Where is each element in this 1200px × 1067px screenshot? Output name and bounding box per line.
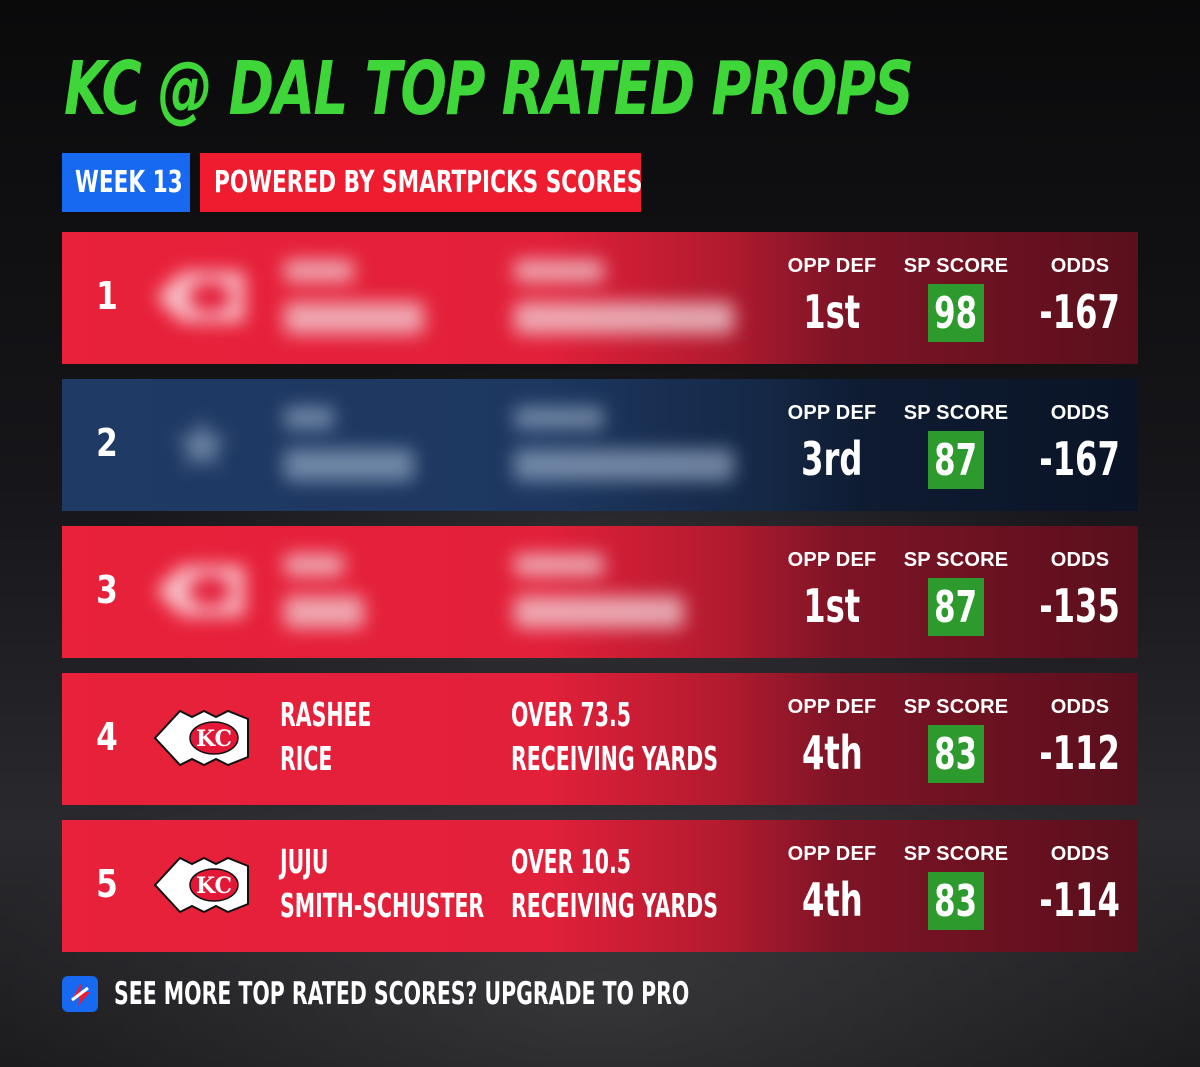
sp-score-badge: 87: [928, 578, 984, 636]
sp-score-header: SP SCORE: [903, 549, 1009, 571]
odds-column: ODDS -114: [1010, 842, 1138, 928]
sp-score-column: SP SCORE 87: [886, 548, 1026, 636]
sp-score-badge: 87: [928, 431, 984, 489]
sp-score-header: SP SCORE: [903, 255, 1009, 277]
odds-header: ODDS: [1050, 696, 1110, 718]
odds-column: ODDS -135: [1010, 548, 1138, 634]
player-last-name: RICE: [280, 739, 333, 778]
opp-def-header: OPP DEF: [787, 402, 877, 424]
odds-column: ODDS -167: [1010, 254, 1138, 340]
opp-def-column: OPP DEF 4th: [762, 695, 902, 781]
sp-score-column: SP SCORE 83: [886, 695, 1026, 783]
prop-row-2: 2 OPP DEF 3rd SP SCORE 87 ODDS -167: [62, 379, 1138, 511]
odds-header: ODDS: [1050, 255, 1110, 277]
prop-description: OVER 10.5 RECEIVING YARDS: [511, 840, 718, 928]
opp-def-column: OPP DEF 1st: [762, 254, 902, 340]
opp-def-value: 1st: [803, 579, 861, 633]
opp-def-value: 1st: [803, 285, 861, 339]
prop-type: RECEIVING YARDS: [511, 739, 718, 778]
opp-def-header: OPP DEF: [787, 255, 877, 277]
sp-score-badge: 83: [928, 872, 984, 930]
player-first-name: JUJU: [280, 842, 329, 881]
opp-def-column: OPP DEF 1st: [762, 548, 902, 634]
prop-line: OVER 73.5: [511, 695, 632, 734]
upgrade-link-text[interactable]: SEE MORE TOP RATED SCORES? UPGRADE TO PR…: [114, 976, 690, 1012]
svg-text:KC: KC: [196, 726, 232, 752]
rank-number: 4: [96, 715, 118, 759]
odds-value: -167: [1039, 432, 1121, 486]
sp-score-header: SP SCORE: [903, 696, 1009, 718]
odds-column: ODDS -112: [1010, 695, 1138, 781]
opp-def-value: 4th: [801, 726, 863, 780]
chiefs-logo-icon: [156, 272, 244, 322]
prop-row-5: 5 KC JUJU SMITH-SCHUSTER OVER 10.5 RECEI…: [62, 820, 1138, 952]
sp-score-column: SP SCORE 83: [886, 842, 1026, 930]
prop-line: OVER 10.5: [511, 842, 632, 881]
odds-value: -135: [1039, 579, 1121, 633]
opp-def-column: OPP DEF 3rd: [762, 401, 902, 487]
player-first-name: RASHEE: [280, 695, 372, 734]
odds-header: ODDS: [1050, 549, 1110, 571]
odds-value: -167: [1039, 285, 1121, 339]
rank-number: 2: [96, 421, 118, 465]
player-name: JUJU SMITH-SCHUSTER: [280, 840, 484, 928]
player-name: RASHEE RICE: [280, 693, 371, 781]
odds-value: -112: [1039, 726, 1121, 780]
opp-def-value: 4th: [801, 873, 863, 927]
odds-column: ODDS -167: [1010, 401, 1138, 487]
opp-def-header: OPP DEF: [787, 843, 877, 865]
player-last-name: SMITH-SCHUSTER: [280, 886, 485, 925]
chiefs-logo-icon: KC: [153, 709, 249, 767]
chiefs-logo-icon: [156, 566, 244, 616]
opp-def-value: 3rd: [801, 432, 863, 486]
sp-score-badge: 83: [928, 725, 984, 783]
week-badge: WEEK 13: [62, 153, 190, 212]
svg-text:KC: KC: [196, 873, 232, 899]
opp-def-header: OPP DEF: [787, 549, 877, 571]
odds-header: ODDS: [1050, 402, 1110, 424]
prop-row-3: 3 OPP DEF 1st SP SCORE 87 ODDS -135: [62, 526, 1138, 658]
page-title: KC @ DAL TOP RATED PROPS: [64, 46, 914, 132]
opp-def-column: OPP DEF 4th: [762, 842, 902, 928]
sp-score-badge: 98: [928, 284, 984, 342]
prop-row-1: 1 OPP DEF 1st SP SCORE 98 ODDS -167: [62, 232, 1138, 364]
upgrade-footer[interactable]: SEE MORE TOP RATED SCORES? UPGRADE TO PR…: [62, 970, 986, 1018]
rank-number: 1: [96, 274, 118, 318]
opp-def-header: OPP DEF: [787, 696, 877, 718]
sp-score-column: SP SCORE 87: [886, 401, 1026, 489]
rank-number: 5: [96, 862, 118, 906]
odds-header: ODDS: [1050, 843, 1110, 865]
prop-type: RECEIVING YARDS: [511, 886, 718, 925]
smartpicks-logo-icon: [62, 976, 98, 1012]
prop-row-4: 4 KC RASHEE RICE OVER 73.5 RECEIVING YAR…: [62, 673, 1138, 805]
prop-description: OVER 73.5 RECEIVING YARDS: [511, 693, 718, 781]
rank-number: 3: [96, 568, 118, 612]
powered-by-badge: POWERED BY SMARTPICKS SCORES: [200, 153, 641, 212]
odds-value: -114: [1039, 873, 1121, 927]
sp-score-header: SP SCORE: [903, 843, 1009, 865]
cowboys-logo-icon: [174, 417, 230, 469]
sp-score-column: SP SCORE 98: [886, 254, 1026, 342]
chiefs-logo-icon: KC: [153, 856, 249, 914]
sp-score-header: SP SCORE: [903, 402, 1009, 424]
